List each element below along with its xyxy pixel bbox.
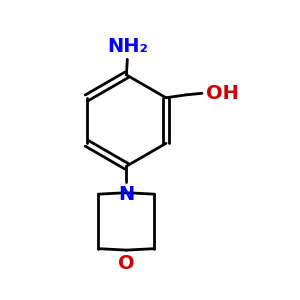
Text: NH₂: NH₂: [107, 37, 148, 56]
Text: OH: OH: [206, 84, 238, 103]
Text: N: N: [118, 185, 135, 204]
Text: O: O: [118, 254, 135, 273]
